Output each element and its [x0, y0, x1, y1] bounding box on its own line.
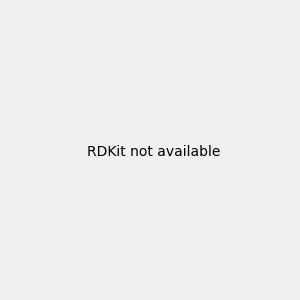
Text: RDKit not available: RDKit not available — [87, 145, 220, 158]
